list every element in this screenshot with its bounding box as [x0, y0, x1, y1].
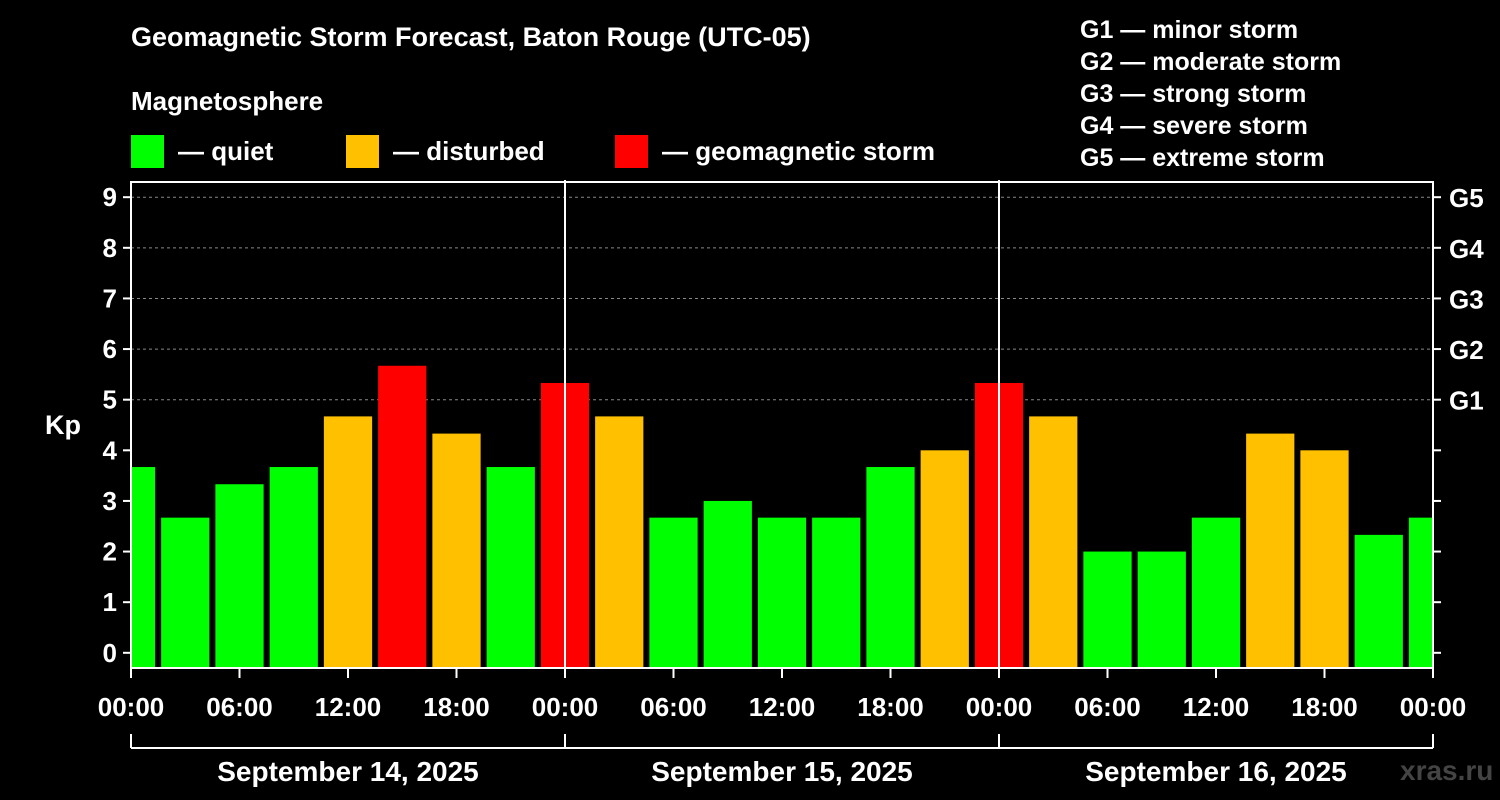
- kp-bar-1: [161, 517, 210, 668]
- storm-scale-legend: G1 — minor storm G2 — moderate storm G3 …: [1080, 14, 1341, 174]
- x-tick-label-1: 06:00: [206, 692, 273, 722]
- y-axis-label: Kp: [45, 410, 81, 440]
- x-tick-label-6: 12:00: [749, 692, 816, 722]
- day-label-1: September 14, 2025: [217, 756, 479, 787]
- y-tick-label-5: 5: [103, 385, 117, 415]
- g-level-label-g5: G5: [1449, 183, 1484, 213]
- y-tick-label-3: 3: [103, 486, 117, 516]
- x-tick-label-8: 00:00: [966, 692, 1033, 722]
- kp-bar-6: [432, 433, 481, 668]
- x-tick-label-10: 12:00: [1183, 692, 1250, 722]
- storm-scale-g1: G1 — minor storm: [1080, 16, 1299, 44]
- legend-label-storm: — geomagnetic storm: [662, 135, 936, 166]
- kp-bar-17: [1029, 416, 1078, 668]
- g-level-label-g2: G2: [1449, 335, 1484, 365]
- kp-bar-3: [269, 467, 318, 668]
- storm-scale-g3: G3 — strong storm: [1080, 80, 1307, 108]
- day-label-2: September 15, 2025: [651, 756, 913, 787]
- kp-bar-11: [703, 500, 752, 668]
- kp-bar-0: [132, 467, 156, 668]
- kp-bar-23: [1354, 534, 1403, 668]
- x-tick-label-11: 18:00: [1291, 692, 1358, 722]
- kp-bar-22: [1300, 450, 1349, 668]
- x-tick-label-12: 00:00: [1400, 692, 1467, 722]
- watermark: xras.ru: [1400, 755, 1494, 786]
- kp-bar-18: [1083, 551, 1132, 668]
- x-tick-label-0: 00:00: [98, 692, 165, 722]
- kp-bar-13: [812, 517, 861, 668]
- storm-scale-g2: G2 — moderate storm: [1080, 48, 1342, 76]
- kp-bar-4: [323, 416, 373, 668]
- legend-swatch-storm: [615, 134, 648, 168]
- storm-scale-g4: G4 — severe storm: [1080, 112, 1308, 140]
- kp-bar-10: [649, 517, 698, 668]
- y-tick-label-2: 2: [103, 537, 117, 567]
- y-tick-label-7: 7: [103, 283, 117, 313]
- kp-bar-9: [595, 416, 644, 668]
- x-tick-label-2: 12:00: [315, 692, 382, 722]
- y-tick-label-8: 8: [103, 233, 117, 263]
- kp-bar-19: [1137, 551, 1186, 668]
- day-label-3: September 16, 2025: [1085, 756, 1347, 787]
- legend-swatch-quiet: [131, 134, 164, 168]
- x-tick-label-7: 18:00: [857, 692, 924, 722]
- legend-swatch-disturbed: [346, 134, 379, 168]
- g-level-label-g4: G4: [1449, 234, 1484, 264]
- x-tick-label-5: 06:00: [640, 692, 707, 722]
- legend-label-disturbed: — disturbed: [393, 135, 545, 166]
- y-tick-label-9: 9: [103, 182, 117, 212]
- kp-bar-12: [757, 517, 807, 668]
- kp-bar-7: [486, 467, 535, 668]
- y-tick-label-4: 4: [103, 435, 118, 465]
- legend-label-quiet: — quiet: [178, 135, 274, 166]
- kp-bar-2: [215, 484, 264, 668]
- legend-item-storm: — geomagnetic storm: [615, 134, 935, 168]
- y-tick-label-0: 0: [103, 638, 117, 668]
- g-level-label-g3: G3: [1449, 284, 1484, 314]
- kp-bar-20: [1191, 517, 1241, 668]
- kp-bar-5: [378, 365, 427, 668]
- g-level-label-g1: G1: [1449, 386, 1484, 416]
- x-tick-label-9: 06:00: [1074, 692, 1141, 722]
- kp-bar-21: [1246, 433, 1295, 668]
- legend-item-quiet: — quiet: [131, 134, 273, 168]
- kp-bar-15: [920, 450, 969, 668]
- x-tick-label-3: 18:00: [423, 692, 490, 722]
- y-tick-label-1: 1: [103, 587, 117, 617]
- x-tick-label-4: 00:00: [532, 692, 599, 722]
- storm-scale-g5: G5 — extreme storm: [1080, 144, 1325, 172]
- chart-title: Geomagnetic Storm Forecast, Baton Rouge …: [131, 22, 811, 52]
- kp-bar-14: [866, 467, 915, 668]
- kp-bar-24: [1408, 517, 1432, 668]
- y-tick-label-6: 6: [103, 334, 117, 364]
- legend-title: Magnetosphere: [131, 86, 324, 116]
- legend-item-disturbed: — disturbed: [346, 134, 545, 168]
